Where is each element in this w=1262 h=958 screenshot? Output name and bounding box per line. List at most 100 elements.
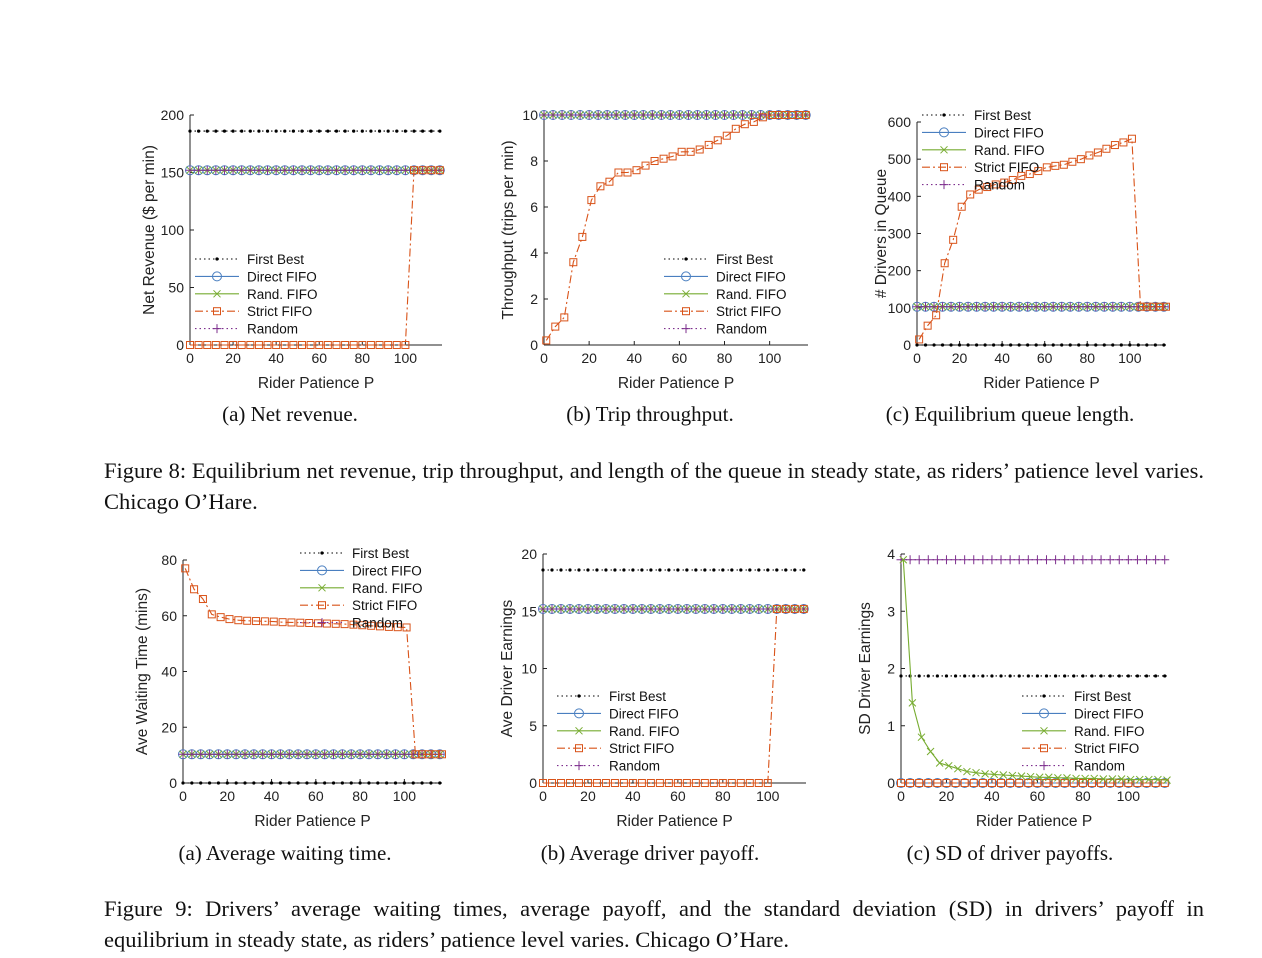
data-point — [1085, 343, 1089, 347]
figure-8-caption: Figure 8: Equilibrium net revenue, trip … — [104, 458, 1204, 514]
data-point — [280, 341, 289, 349]
legend: First Best Direct FIFO Rand. FIFO Strict FI… — [195, 252, 318, 337]
data-point — [575, 110, 585, 120]
data-point — [364, 749, 374, 759]
data-point — [587, 196, 596, 205]
legend-marker — [318, 601, 326, 610]
data-point — [1035, 674, 1040, 678]
data-point — [940, 343, 945, 347]
y-tick-label: 1 — [887, 718, 895, 734]
data-point — [1035, 773, 1044, 782]
data-point — [1154, 674, 1158, 678]
x-tick-label: 80 — [1079, 350, 1095, 366]
legend-marker — [684, 257, 688, 261]
data-point — [601, 604, 611, 614]
data-point — [566, 110, 576, 120]
y-tick-label: 2 — [887, 661, 895, 677]
data-point — [966, 343, 970, 347]
data-point — [674, 110, 684, 120]
data-point — [1068, 343, 1072, 347]
data-point — [1090, 774, 1099, 783]
data-point — [897, 779, 905, 787]
data-point — [240, 749, 250, 759]
data-point — [269, 617, 278, 626]
data-point — [349, 781, 353, 785]
y-tick-label: 200 — [161, 107, 185, 123]
data-point — [673, 604, 683, 614]
legend: First Best Direct FIFO Rand. FIFO Strict FI… — [664, 252, 787, 337]
data-point — [1162, 343, 1166, 347]
data-point — [991, 180, 1000, 189]
legend-label: Random — [609, 759, 660, 774]
data-point — [1099, 674, 1103, 678]
data-point — [1087, 779, 1096, 787]
data-point — [284, 749, 294, 759]
data-point — [349, 165, 359, 175]
legend-label: First Best — [352, 546, 409, 561]
data-point — [196, 749, 206, 759]
legend-marker — [213, 289, 221, 298]
data-point — [908, 698, 917, 707]
legend-marker — [577, 694, 581, 698]
data-point — [1026, 674, 1030, 678]
data-point — [267, 749, 277, 759]
y-tick-label: 4 — [530, 245, 538, 261]
data-point — [703, 568, 707, 572]
data-point — [1117, 775, 1126, 783]
subcaption-9b: (b) Average driver payoff. — [540, 841, 760, 865]
data-point — [296, 781, 300, 785]
data-point — [963, 674, 967, 678]
data-point — [701, 110, 711, 120]
data-point — [403, 129, 407, 133]
series-line — [902, 559, 1168, 781]
data-point — [1032, 555, 1042, 565]
data-point — [574, 604, 584, 614]
data-point — [410, 166, 418, 175]
data-point — [243, 616, 252, 625]
legend-marker — [1040, 744, 1048, 753]
y-axis-label: Ave Driver Earnings — [499, 599, 516, 737]
x-tick-label: 40 — [625, 788, 641, 804]
data-point — [548, 110, 558, 120]
data-point — [240, 129, 244, 133]
data-point — [1162, 302, 1170, 311]
legend-label: Strict FIFO — [974, 160, 1039, 175]
data-point — [258, 749, 268, 759]
data-point — [721, 568, 725, 572]
y-tick-label: 10 — [522, 107, 538, 123]
data-point — [298, 341, 306, 349]
data-point — [1154, 775, 1162, 784]
data-point — [278, 618, 287, 627]
data-point — [655, 779, 664, 787]
data-point — [941, 555, 951, 565]
legend-marker — [317, 618, 327, 628]
legend-marker — [213, 307, 221, 316]
data-point — [1099, 775, 1108, 783]
data-point — [384, 622, 393, 631]
data-point — [386, 129, 390, 133]
data-point — [641, 161, 650, 170]
data-point — [1044, 773, 1053, 782]
data-point — [291, 129, 295, 133]
data-point — [960, 555, 970, 565]
x-tick-label: 80 — [715, 788, 731, 804]
x-tick-label: 0 — [913, 350, 921, 366]
legend-marker — [1042, 694, 1046, 698]
y-tick-label: 400 — [888, 188, 912, 204]
data-point — [704, 140, 713, 149]
data-point — [932, 311, 941, 320]
data-point — [1151, 555, 1161, 565]
data-point — [263, 165, 273, 175]
data-point — [557, 110, 567, 120]
data-point — [539, 779, 547, 787]
data-point — [739, 568, 743, 572]
data-point — [237, 341, 246, 349]
data-point — [1114, 555, 1124, 565]
data-point — [1090, 674, 1094, 678]
x-tick-label: 0 — [897, 788, 905, 804]
subcaption-9a: (a) Average waiting time. — [178, 841, 392, 865]
data-point — [421, 129, 425, 133]
data-point — [926, 674, 930, 678]
data-point — [912, 302, 922, 312]
data-point — [584, 110, 594, 120]
